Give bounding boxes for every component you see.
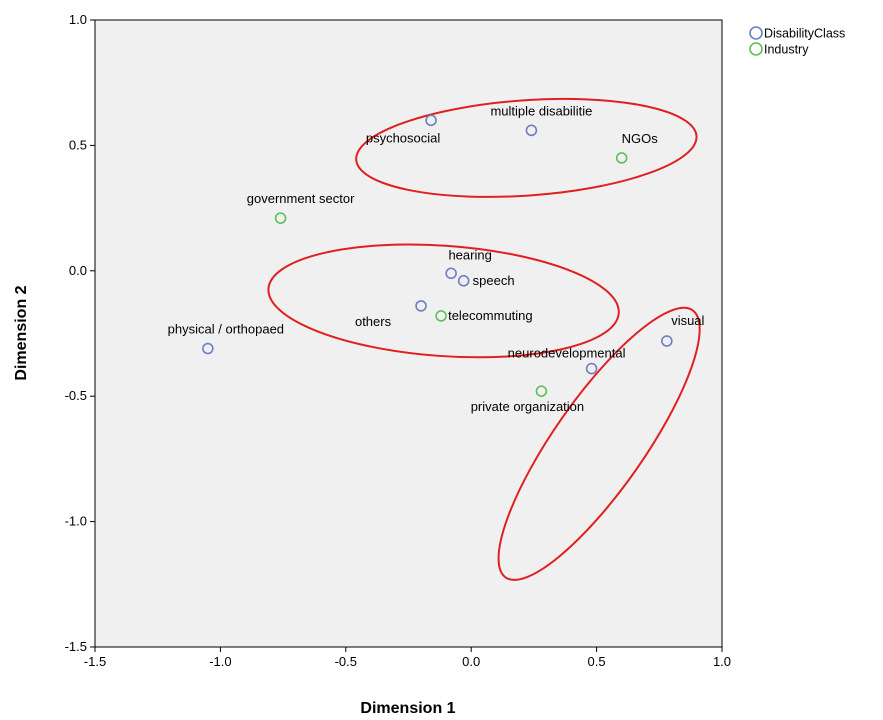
x-tick-label: 0.0 [462, 654, 480, 669]
y-tick-label: 0.0 [69, 263, 87, 278]
x-tick-label: -1.5 [84, 654, 106, 669]
legend-label: Industry [764, 43, 809, 57]
y-axis-title: Dimension 2 [13, 285, 30, 380]
data-point [435, 310, 447, 322]
cluster-ellipse [355, 97, 698, 198]
data-point [274, 212, 287, 224]
point-labels: psychosocial multiple disabilitie hearing s… [168, 103, 705, 414]
point-label: multiple disabilitie [490, 103, 592, 118]
x-tick-label: -1.0 [209, 654, 231, 669]
data-point [457, 275, 470, 287]
cluster-ellipse [267, 243, 620, 359]
data-point [415, 300, 427, 312]
data-point [445, 267, 457, 280]
point-label: telecommuting [448, 308, 533, 323]
legend-label: DisabilityClass [764, 27, 845, 41]
point-label: psychosocial [366, 130, 441, 145]
x-tick-label: 0.5 [588, 654, 606, 669]
legend: DisabilityClass Industry [749, 26, 845, 57]
data-point [661, 335, 673, 347]
data-point [585, 362, 598, 375]
x-axis-title: Dimension 1 [360, 700, 455, 717]
legend-marker [749, 26, 763, 40]
point-label: government sector [247, 191, 355, 206]
y-tick-label: -1.0 [65, 514, 87, 529]
point-label: physical / orthopaed [168, 322, 284, 337]
point-label: speech [473, 273, 515, 288]
data-point [202, 342, 214, 355]
point-label: hearing [448, 247, 491, 262]
data-point [525, 124, 538, 137]
y-tick-label: 0.5 [69, 137, 87, 152]
y-tick-label: -1.5 [65, 639, 87, 654]
x-tick-label: -0.5 [335, 654, 357, 669]
point-label: visual [671, 313, 704, 328]
point-label: others [355, 314, 392, 329]
data-point [425, 114, 437, 127]
data-point [535, 385, 548, 397]
data-point [615, 152, 628, 164]
cluster-ellipse [497, 306, 701, 581]
y-tick-label: 1.0 [69, 12, 87, 27]
x-tick-label: 1.0 [713, 654, 731, 669]
point-label: neurodevelopmental [508, 346, 626, 361]
data-points [202, 114, 673, 397]
axis-ticks: -1.5 -1.0 -0.5 0.0 0.5 1.0 -1.5 -1.0 -0.5 0.0 0.5 1… [65, 12, 731, 669]
cluster-ellipses [267, 97, 701, 581]
legend-marker [749, 42, 763, 56]
point-label: NGOs [622, 131, 659, 146]
plot-area [94, 19, 723, 648]
y-tick-label: -0.5 [65, 388, 87, 403]
point-label: private organization [471, 399, 584, 414]
